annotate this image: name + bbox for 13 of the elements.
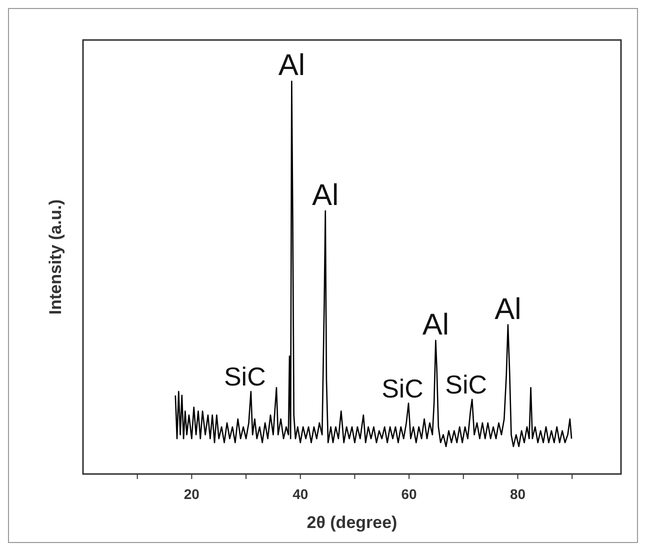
- y-axis-title: Intensity (a.u.): [46, 199, 65, 315]
- annotation: Al: [312, 178, 339, 212]
- x-tick-label: 80: [510, 486, 526, 502]
- annotation: Al: [422, 308, 450, 342]
- annotation: Al: [278, 49, 306, 82]
- x-tick-label: 40: [292, 486, 308, 502]
- annotation: SiC: [382, 373, 424, 404]
- x-tick-label: 20: [184, 486, 200, 502]
- annotation: Al: [494, 292, 522, 326]
- annotation: SiC: [445, 369, 488, 400]
- annotation: SiC: [224, 362, 266, 392]
- x-tick-label: 60: [401, 486, 418, 502]
- x-axis-title: 2θ (degree): [306, 513, 398, 532]
